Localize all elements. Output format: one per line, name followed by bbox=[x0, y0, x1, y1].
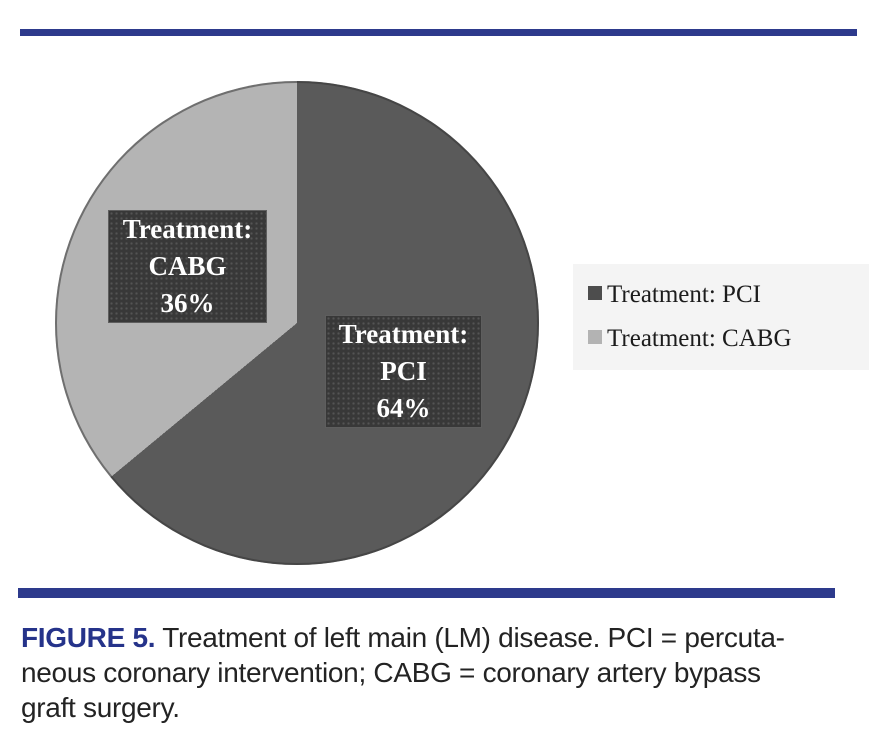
legend-swatch-cabg bbox=[588, 330, 602, 345]
callout-pci-line3: 64% bbox=[376, 393, 431, 423]
callout-pci-line1: Treatment: bbox=[338, 319, 469, 349]
caption-line-2: neous coronary intervention; CABG = coro… bbox=[21, 657, 761, 688]
figure-caption: FIGURE 5. Treatment of left main (LM) di… bbox=[21, 620, 857, 725]
legend-label-cabg: Treatment: CABG bbox=[607, 325, 792, 353]
callout-cabg-line3: 36% bbox=[160, 288, 215, 318]
callout-cabg-line2: CABG bbox=[148, 251, 227, 281]
top-rule bbox=[20, 29, 857, 36]
caption-line-1: FIGURE 5. Treatment of left main (LM) di… bbox=[21, 620, 857, 655]
caption-line-1-text: Treatment of left main (LM) disease. PCI… bbox=[155, 622, 785, 653]
legend-label-pci: Treatment: PCI bbox=[607, 280, 761, 308]
caption-figure-number: FIGURE 5. bbox=[21, 622, 156, 653]
caption-line-3: graft surgery. bbox=[21, 692, 180, 723]
callout-cabg: Treatment: CABG 36% bbox=[108, 210, 267, 323]
callout-pci: Treatment: PCI 64% bbox=[325, 315, 482, 428]
legend-swatch-pci bbox=[588, 285, 602, 300]
callout-cabg-line1: Treatment: bbox=[122, 214, 253, 244]
legend: Treatment: PCI Treatment: CABG bbox=[573, 264, 869, 370]
legend-item-cabg: Treatment: CABG bbox=[588, 325, 869, 353]
callout-pci-line2: PCI bbox=[380, 356, 427, 386]
bottom-rule bbox=[18, 588, 835, 598]
legend-item-pci: Treatment: PCI bbox=[588, 281, 869, 309]
